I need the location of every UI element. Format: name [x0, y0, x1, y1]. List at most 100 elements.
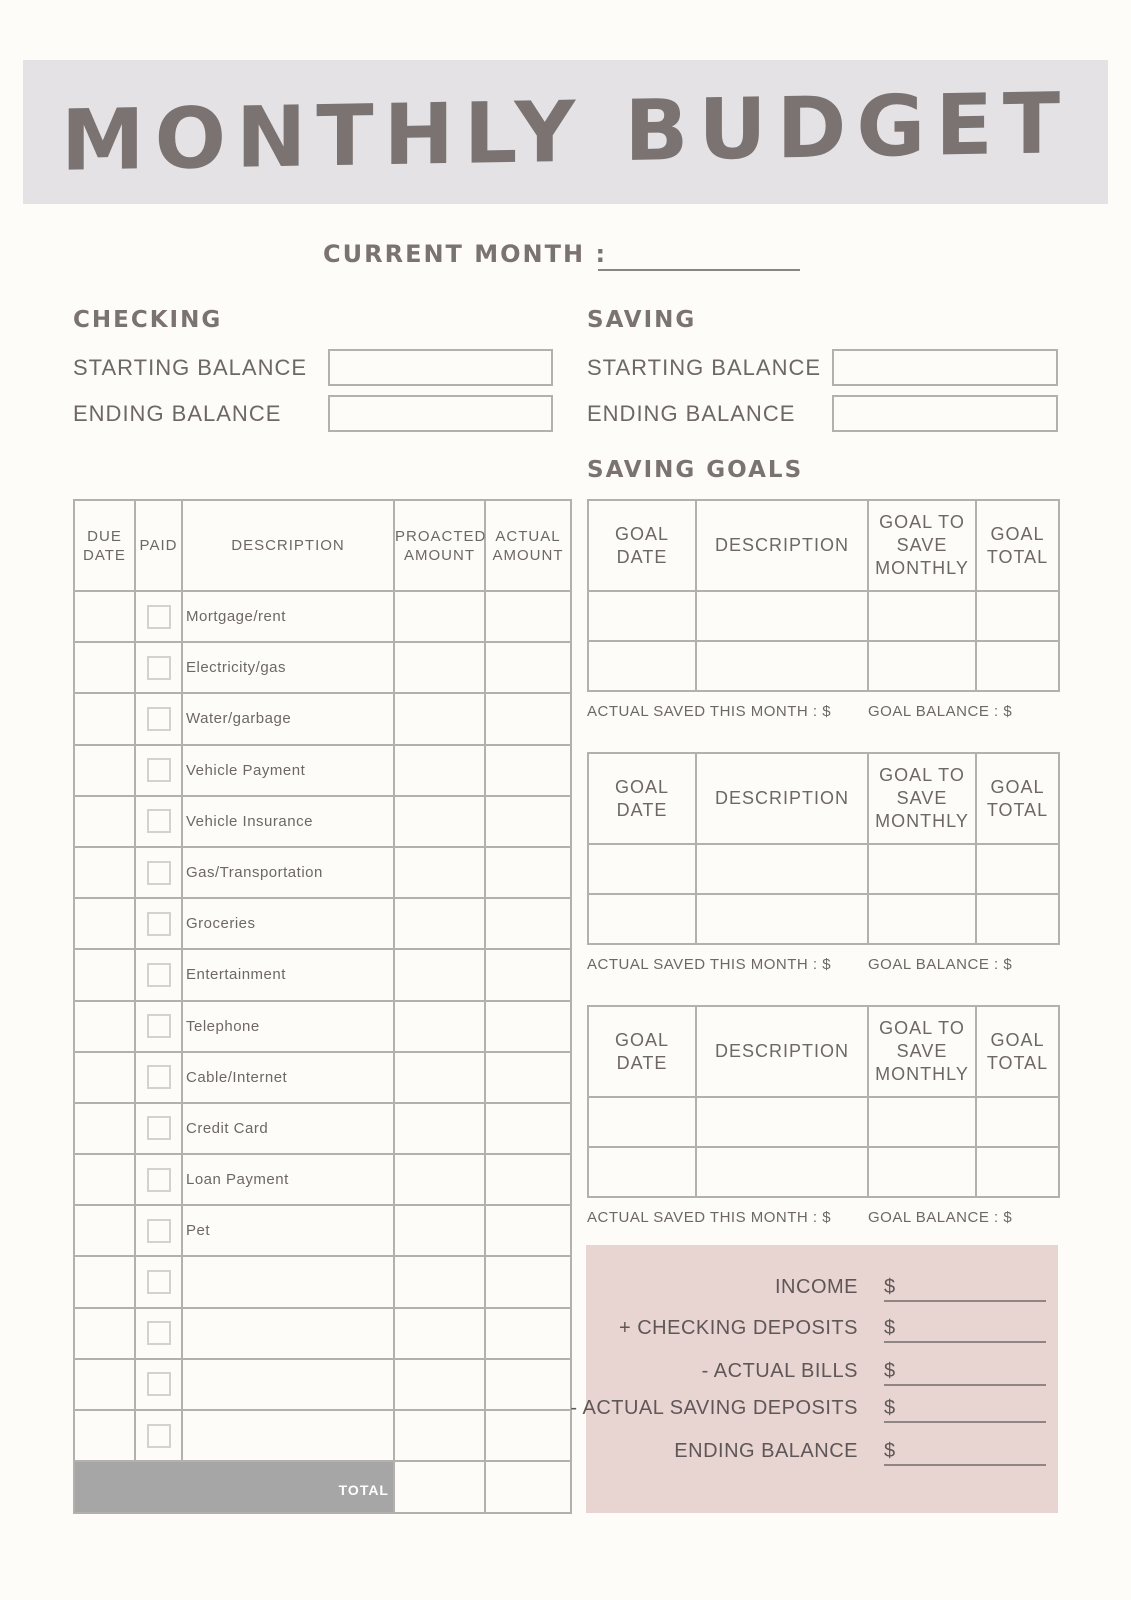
- saving-starting-balance-field[interactable]: [832, 349, 1058, 386]
- goal-monthly-cell[interactable]: [867, 1146, 977, 1198]
- description-cell[interactable]: Mortgage/rent: [181, 589, 395, 644]
- actual-amount-cell[interactable]: [484, 1204, 572, 1258]
- due-date-cell[interactable]: [73, 1101, 136, 1156]
- description-cell[interactable]: [181, 1357, 395, 1412]
- due-date-cell[interactable]: [73, 1153, 136, 1207]
- goal-description-cell[interactable]: [695, 1096, 869, 1148]
- paid-checkbox[interactable]: [146, 758, 171, 783]
- goal-total-cell[interactable]: [975, 640, 1060, 692]
- goal-date-cell[interactable]: [587, 1096, 697, 1148]
- paid-checkbox[interactable]: [146, 655, 171, 680]
- description-cell[interactable]: Cable/Internet: [181, 1050, 395, 1104]
- proacted-amount-cell[interactable]: [393, 1153, 486, 1207]
- actual-amount-cell[interactable]: [484, 1306, 572, 1360]
- description-cell[interactable]: Gas/Transportation: [181, 845, 395, 900]
- due-date-cell[interactable]: [73, 1204, 136, 1258]
- due-date-cell[interactable]: [73, 1050, 136, 1104]
- paid-checkbox[interactable]: [146, 1014, 171, 1039]
- description-cell[interactable]: [181, 1255, 395, 1309]
- summary-value-field[interactable]: [884, 1300, 1046, 1302]
- goal-date-cell[interactable]: [587, 1146, 697, 1198]
- summary-value-field[interactable]: [884, 1421, 1046, 1423]
- goal-monthly-cell[interactable]: [867, 1096, 977, 1148]
- due-date-cell[interactable]: [73, 743, 136, 797]
- paid-checkbox[interactable]: [146, 706, 171, 731]
- due-date-cell[interactable]: [73, 897, 136, 951]
- description-cell[interactable]: [181, 1408, 395, 1463]
- description-cell[interactable]: Vehicle Payment: [181, 743, 395, 797]
- due-date-cell[interactable]: [73, 999, 136, 1053]
- paid-checkbox[interactable]: [146, 1423, 171, 1448]
- goal-description-cell[interactable]: [695, 590, 869, 642]
- proacted-amount-cell[interactable]: [393, 1101, 486, 1156]
- due-date-cell[interactable]: [73, 1357, 136, 1412]
- description-cell[interactable]: Credit Card: [181, 1101, 395, 1156]
- actual-amount-cell[interactable]: [484, 641, 572, 695]
- actual-amount-cell[interactable]: [484, 1255, 572, 1309]
- proacted-amount-cell[interactable]: [393, 1357, 486, 1412]
- goal-total-cell[interactable]: [975, 590, 1060, 642]
- goal-total-cell[interactable]: [975, 1096, 1060, 1148]
- description-cell[interactable]: Groceries: [181, 897, 395, 951]
- goal-monthly-cell[interactable]: [867, 893, 977, 945]
- paid-checkbox[interactable]: [146, 1372, 171, 1397]
- total-actual-cell[interactable]: [484, 1460, 572, 1515]
- paid-checkbox[interactable]: [146, 604, 171, 629]
- checking-starting-balance-field[interactable]: [328, 349, 553, 386]
- proacted-amount-cell[interactable]: [393, 692, 486, 746]
- actual-amount-cell[interactable]: [484, 1408, 572, 1463]
- actual-amount-cell[interactable]: [484, 692, 572, 746]
- due-date-cell[interactable]: [73, 641, 136, 695]
- proacted-amount-cell[interactable]: [393, 589, 486, 644]
- proacted-amount-cell[interactable]: [393, 897, 486, 951]
- description-cell[interactable]: [181, 1306, 395, 1360]
- description-cell[interactable]: Loan Payment: [181, 1153, 395, 1207]
- due-date-cell[interactable]: [73, 845, 136, 900]
- actual-amount-cell[interactable]: [484, 1153, 572, 1207]
- paid-checkbox[interactable]: [146, 1321, 171, 1346]
- paid-checkbox[interactable]: [146, 1270, 171, 1295]
- paid-checkbox[interactable]: [146, 1218, 171, 1243]
- description-cell[interactable]: Electricity/gas: [181, 641, 395, 695]
- goal-total-cell[interactable]: [975, 1146, 1060, 1198]
- summary-value-field[interactable]: [884, 1384, 1046, 1386]
- proacted-amount-cell[interactable]: [393, 1306, 486, 1360]
- actual-amount-cell[interactable]: [484, 1050, 572, 1104]
- paid-checkbox[interactable]: [146, 1065, 171, 1090]
- proacted-amount-cell[interactable]: [393, 845, 486, 900]
- actual-amount-cell[interactable]: [484, 948, 572, 1002]
- goal-monthly-cell[interactable]: [867, 590, 977, 642]
- paid-checkbox[interactable]: [146, 1167, 171, 1192]
- summary-value-field[interactable]: [884, 1464, 1046, 1466]
- goal-monthly-cell[interactable]: [867, 843, 977, 895]
- due-date-cell[interactable]: [73, 589, 136, 644]
- due-date-cell[interactable]: [73, 948, 136, 1002]
- paid-checkbox[interactable]: [146, 1116, 171, 1141]
- goal-date-cell[interactable]: [587, 843, 697, 895]
- goal-total-cell[interactable]: [975, 893, 1060, 945]
- actual-amount-cell[interactable]: [484, 794, 572, 848]
- proacted-amount-cell[interactable]: [393, 1255, 486, 1309]
- actual-amount-cell[interactable]: [484, 743, 572, 797]
- goal-description-cell[interactable]: [695, 1146, 869, 1198]
- actual-amount-cell[interactable]: [484, 1101, 572, 1156]
- goal-total-cell[interactable]: [975, 843, 1060, 895]
- proacted-amount-cell[interactable]: [393, 794, 486, 848]
- actual-amount-cell[interactable]: [484, 1357, 572, 1412]
- due-date-cell[interactable]: [73, 1408, 136, 1463]
- current-month-field[interactable]: [598, 269, 800, 271]
- paid-checkbox[interactable]: [146, 809, 171, 834]
- description-cell[interactable]: Vehicle Insurance: [181, 794, 395, 848]
- proacted-amount-cell[interactable]: [393, 1050, 486, 1104]
- proacted-amount-cell[interactable]: [393, 948, 486, 1002]
- goal-date-cell[interactable]: [587, 590, 697, 642]
- paid-checkbox[interactable]: [146, 911, 171, 936]
- goal-monthly-cell[interactable]: [867, 640, 977, 692]
- paid-checkbox[interactable]: [146, 962, 171, 987]
- proacted-amount-cell[interactable]: [393, 1204, 486, 1258]
- due-date-cell[interactable]: [73, 1255, 136, 1309]
- goal-description-cell[interactable]: [695, 640, 869, 692]
- description-cell[interactable]: Pet: [181, 1204, 395, 1258]
- actual-amount-cell[interactable]: [484, 845, 572, 900]
- goal-date-cell[interactable]: [587, 893, 697, 945]
